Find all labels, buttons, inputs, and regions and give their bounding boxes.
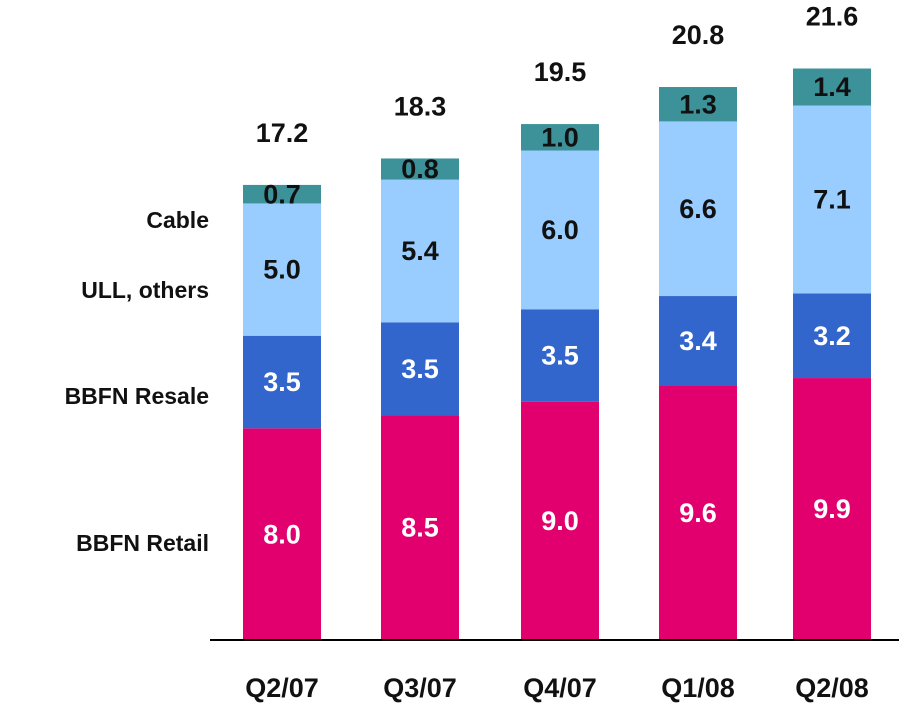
total-label: 19.5 — [534, 57, 587, 87]
value-label: 1.3 — [679, 89, 717, 119]
x-tick-label: Q2/07 — [245, 673, 319, 703]
bar-segment — [521, 401, 599, 640]
value-label: 9.6 — [679, 498, 717, 528]
value-label: 9.9 — [813, 494, 851, 524]
value-label: 8.0 — [263, 519, 301, 549]
bar-segment — [793, 293, 871, 379]
value-label: 7.1 — [813, 185, 851, 215]
bar-segment — [381, 179, 459, 323]
bar-segment — [243, 203, 321, 336]
bar-segment — [381, 322, 459, 416]
bar-segment — [243, 428, 321, 640]
value-label: 3.2 — [813, 321, 851, 351]
value-label: 3.5 — [263, 367, 301, 397]
bar-segment — [521, 150, 599, 310]
bar-segment — [381, 158, 459, 180]
value-label: 8.5 — [401, 513, 439, 543]
value-label: 0.7 — [263, 179, 301, 209]
bar-segment — [243, 335, 321, 429]
bar-segment — [659, 386, 737, 640]
legend-label: BBFN Resale — [65, 383, 209, 409]
value-label: 5.4 — [401, 236, 439, 266]
x-tick-label: Q1/08 — [661, 673, 735, 703]
bar-segment — [793, 105, 871, 294]
legend-label: ULL, others — [81, 277, 209, 303]
value-label: 0.8 — [401, 154, 439, 184]
bar-segment — [243, 184, 321, 204]
bar-segment — [381, 415, 459, 640]
value-label: 6.0 — [541, 215, 579, 245]
bar-segment — [659, 296, 737, 386]
legend-label: Cable — [146, 207, 209, 233]
total-label: 20.8 — [672, 20, 725, 50]
total-label: 17.2 — [256, 118, 309, 148]
bar-segment — [659, 87, 737, 122]
value-label: 1.4 — [813, 72, 851, 102]
bar-segment — [793, 378, 871, 640]
bar-segment — [521, 309, 599, 402]
x-tick-label: Q3/07 — [383, 673, 457, 703]
total-label: 18.3 — [394, 92, 447, 122]
bar-segment — [521, 124, 599, 151]
value-label: 5.0 — [263, 255, 301, 285]
value-label: 1.0 — [541, 122, 579, 152]
total-label: 21.6 — [806, 2, 859, 32]
value-label: 3.5 — [541, 341, 579, 371]
value-label: 6.6 — [679, 194, 717, 224]
bar-segment — [659, 121, 737, 297]
value-label: 3.4 — [679, 326, 717, 356]
value-label: 9.0 — [541, 506, 579, 536]
x-tick-label: Q4/07 — [523, 673, 597, 703]
x-tick-label: Q2/08 — [795, 673, 869, 703]
value-label: 3.5 — [401, 354, 439, 384]
bar-segment — [793, 68, 871, 106]
legend-label: BBFN Retail — [76, 530, 209, 556]
